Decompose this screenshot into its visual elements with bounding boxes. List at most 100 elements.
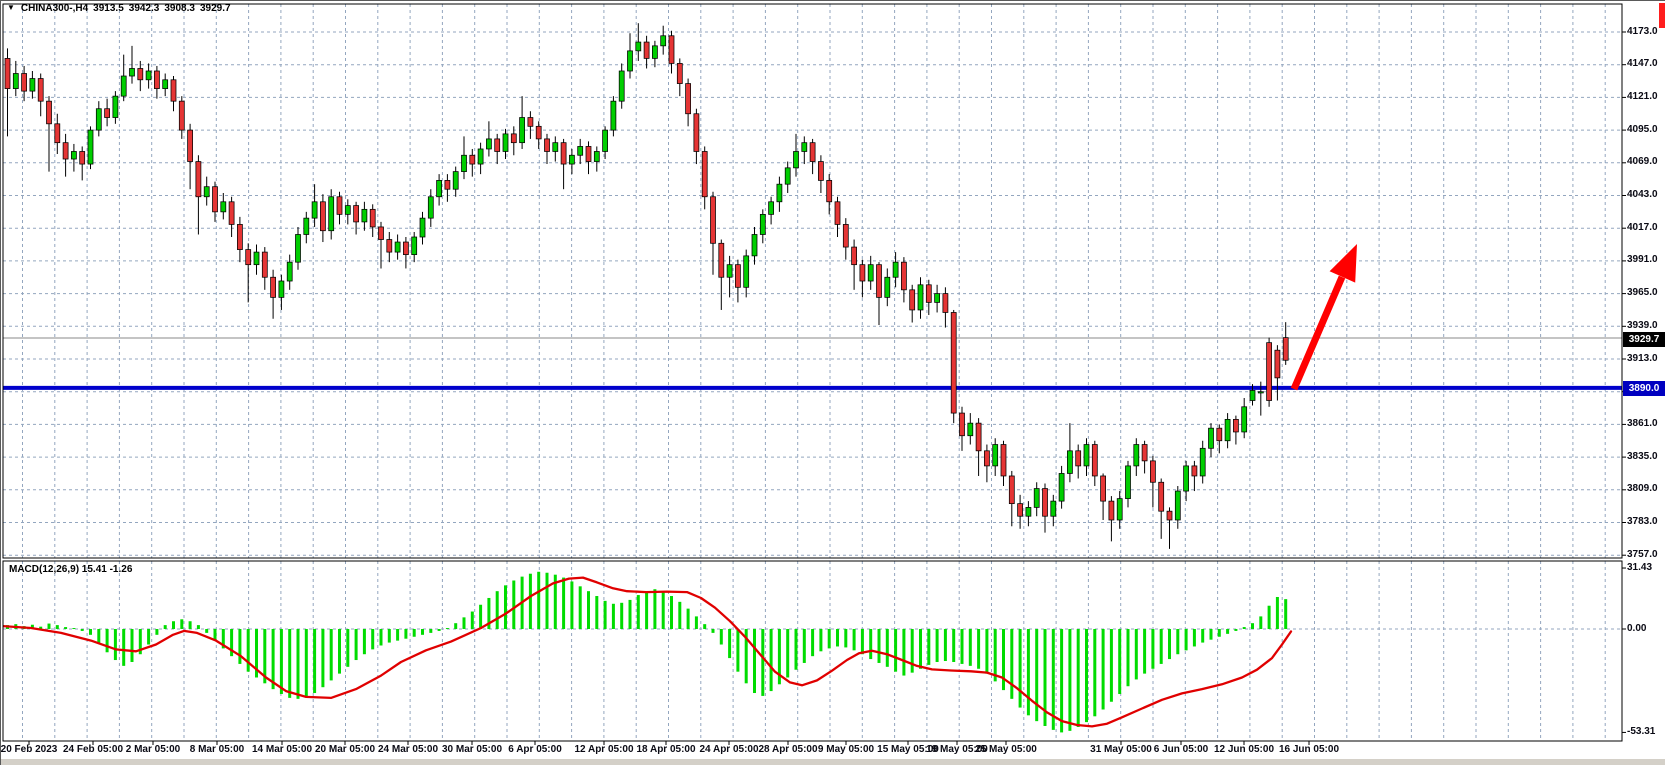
candle-body — [685, 83, 691, 115]
macd-histogram-bar — [694, 616, 698, 629]
candle-body — [967, 422, 974, 437]
macd-histogram-bar — [429, 629, 433, 633]
candle-body — [759, 213, 766, 235]
candle-body — [1108, 500, 1115, 521]
macd-histogram-bar — [562, 577, 566, 629]
candle-body — [909, 289, 916, 311]
candle-body — [510, 133, 517, 144]
macd-histogram-bar — [960, 629, 964, 664]
trend-arrow-head[interactable] — [1329, 244, 1357, 283]
macd-histogram-bar — [163, 625, 167, 629]
candle-body — [768, 201, 774, 215]
price-tick-label: 3835.0 — [1627, 450, 1658, 462]
candle-body — [178, 100, 185, 131]
macd-histogram-bar — [271, 629, 275, 690]
candle-body — [1125, 465, 1131, 499]
macd-histogram-bar — [64, 627, 68, 629]
macd-histogram-bar — [744, 629, 748, 684]
macd-histogram-bar — [587, 591, 590, 629]
macd-histogram-bar — [105, 629, 109, 653]
macd-histogram-bar — [495, 591, 499, 629]
candle-body — [104, 108, 110, 118]
price-tick-label: 3939.0 — [1627, 319, 1658, 331]
macd-histogram-bar — [877, 629, 881, 663]
candle-body — [62, 142, 69, 160]
macd-histogram-bar — [30, 624, 34, 629]
candle-body — [784, 167, 791, 185]
macd-histogram-bar — [686, 608, 690, 629]
macd-histogram-bar — [670, 596, 673, 629]
candle-body — [1266, 342, 1272, 401]
macd-histogram-bar — [1151, 629, 1155, 669]
candle-body — [137, 68, 144, 81]
macd-histogram-bar — [1275, 596, 1279, 629]
macd-histogram-bar — [786, 629, 790, 678]
candle-body — [1199, 447, 1206, 477]
time-label: 24 Mar 05:00 — [377, 744, 439, 755]
macd-panel[interactable] — [3, 561, 1622, 741]
symbol-dropdown-icon[interactable]: ▼ — [7, 3, 15, 12]
candle-body — [743, 255, 750, 288]
candle-body — [867, 264, 874, 282]
ohlc-low: 3908.3 — [164, 2, 195, 14]
candle-body — [245, 249, 252, 266]
macd-histogram-bar — [263, 629, 267, 684]
macd-histogram-bar — [703, 624, 707, 629]
trend-arrow-shaft[interactable] — [1290, 275, 1346, 391]
macd-histogram-bar — [296, 629, 300, 699]
ohlc-close: 3929.7 — [199, 2, 231, 14]
macd-histogram-bar — [1234, 629, 1238, 631]
price-tick-label: 4095.0 — [1627, 123, 1658, 135]
macd-histogram-bar — [628, 599, 632, 629]
time-label: 6 Jun 05:00 — [1153, 744, 1209, 755]
candle-body — [544, 138, 550, 152]
macd-histogram-bar — [487, 597, 491, 629]
macd-histogram-bar — [1201, 629, 1205, 643]
macd-histogram-bar — [445, 628, 449, 630]
candle-body — [1174, 490, 1181, 521]
candle-body — [577, 146, 584, 156]
main-chart-panel[interactable] — [3, 4, 1622, 558]
macd-histogram-bar — [147, 629, 151, 645]
candle-body — [593, 151, 600, 162]
macd-histogram-bar — [611, 603, 615, 629]
candle-body — [842, 224, 849, 248]
macd-histogram-bar — [213, 629, 217, 641]
candle-body — [1208, 427, 1214, 449]
candle-body — [618, 70, 625, 102]
candle-body — [602, 129, 608, 152]
candle-body — [145, 70, 152, 81]
symbol-period-label: CHINA300-,H4 — [20, 2, 89, 14]
candle-body — [477, 148, 484, 165]
candle-body — [652, 45, 658, 59]
candle-body — [925, 284, 932, 303]
window-bottom-strip — [1, 759, 1665, 765]
time-label: 8 Mar 05:00 — [189, 744, 245, 755]
candle-body — [1091, 444, 1098, 477]
candle-body — [1282, 337, 1289, 361]
macd-histogram-bar — [1251, 623, 1254, 629]
candle-body — [1233, 418, 1239, 433]
candle-body — [1000, 444, 1007, 477]
candle-body — [569, 154, 575, 165]
macd-histogram-bar — [1267, 605, 1271, 629]
candle-body — [162, 79, 169, 89]
macd-histogram-bar — [387, 629, 391, 643]
candle-body — [486, 138, 492, 150]
macd-histogram-bar — [1068, 629, 1072, 731]
candle-body — [336, 196, 343, 215]
macd-histogram-bar — [454, 623, 458, 629]
candle-body — [461, 154, 467, 172]
candle-body — [701, 151, 708, 198]
macd-histogram-bar — [777, 629, 781, 685]
price-tick-label: 3991.0 — [1627, 254, 1658, 266]
macd-histogram-bar — [935, 629, 939, 662]
candle-body — [809, 142, 816, 162]
price-tick-label: 4121.0 — [1627, 90, 1658, 102]
macd-histogram-bar — [379, 629, 383, 646]
macd-histogram-bar — [1176, 629, 1180, 655]
macd-histogram-bar — [1159, 629, 1163, 664]
candle-body — [4, 58, 11, 89]
candle-body — [502, 133, 509, 152]
